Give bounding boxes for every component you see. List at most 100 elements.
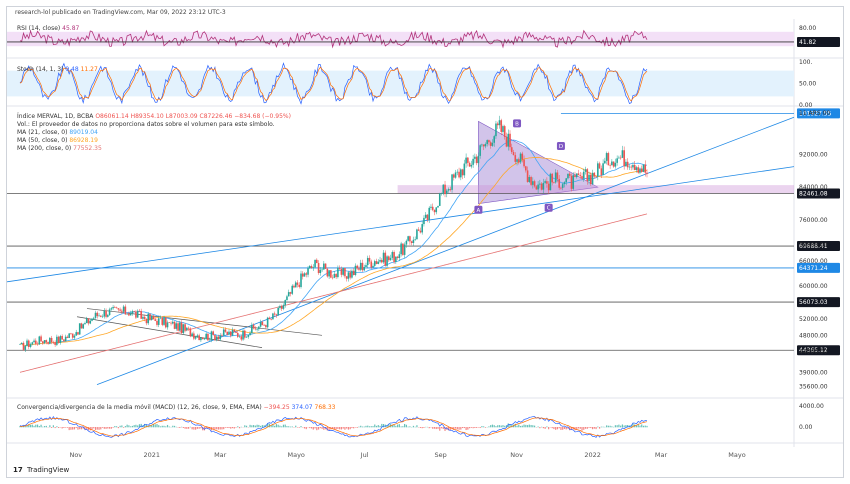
candle-body — [33, 340, 35, 343]
macd-histogram-bar — [272, 423, 274, 428]
macd-histogram-bar — [333, 427, 335, 430]
trading-chart[interactable]: RSI (14, close) 45.87 80.00 41.82 Stoch (14… — [7, 7, 844, 478]
macd-histogram-bar — [637, 424, 639, 428]
candle-body — [438, 193, 441, 206]
candle-body — [500, 120, 503, 132]
ma200-line — [19, 213, 648, 373]
candle-body — [198, 335, 200, 341]
candle-body — [303, 273, 306, 277]
macd-tick-0: 0.00 — [799, 424, 813, 431]
macd-histogram-bar — [395, 425, 397, 428]
macd-histogram-bar — [525, 424, 527, 428]
macd-histogram-bar — [518, 424, 520, 428]
macd-histogram-bar — [483, 426, 485, 428]
candle-body — [207, 333, 209, 341]
candle-body — [261, 321, 264, 325]
candle-body — [417, 229, 420, 231]
candle-body — [287, 292, 290, 297]
candle-body — [43, 340, 46, 344]
macd-histogram-bar — [363, 426, 365, 428]
candle-body — [282, 305, 285, 309]
macd-histogram-bar — [251, 425, 253, 428]
candle-body — [602, 163, 604, 176]
candle-body — [558, 178, 560, 188]
candle-body — [91, 318, 93, 321]
price-level-badge-5: 44365.12 — [799, 347, 828, 354]
macd-histogram-bar — [51, 427, 53, 428]
candle-body — [205, 333, 207, 339]
candle-body — [597, 163, 599, 177]
macd-histogram-bar — [402, 426, 404, 428]
macd-histogram-bar — [172, 425, 174, 428]
macd-histogram-bar — [289, 426, 292, 428]
main-y-tick-2: 76000.00 — [799, 217, 828, 224]
macd-histogram-bar — [28, 424, 30, 428]
candle-body — [77, 332, 79, 335]
macd-histogram-bar — [84, 427, 86, 431]
candle-body — [105, 310, 107, 317]
candle-body — [330, 270, 332, 278]
price-level-badge-4-bg — [797, 297, 840, 308]
macd-histogram-bar — [89, 427, 91, 431]
stoch-d-line — [19, 66, 648, 102]
candle-body — [94, 312, 97, 318]
macd-histogram-bar — [31, 424, 33, 428]
macd-histogram-bar — [646, 425, 648, 428]
candle-body — [579, 175, 582, 177]
candle-body — [477, 155, 480, 164]
candle-body — [577, 173, 580, 176]
rsi-badge-bg — [797, 36, 840, 47]
tradingview-logo[interactable]: 17 TradingView — [13, 466, 69, 474]
candle-body — [194, 336, 197, 339]
candle-body — [314, 259, 316, 268]
candle-body — [458, 171, 460, 178]
candle-body — [384, 252, 387, 266]
candle-body — [523, 159, 525, 167]
macd-histogram-bar — [569, 427, 571, 431]
macd-histogram-bar — [191, 427, 193, 430]
macd-histogram-bar — [435, 427, 437, 430]
macd-histogram-bar — [165, 426, 167, 428]
macd-histogram-bar — [263, 425, 265, 428]
macd-histogram-bar — [115, 426, 118, 428]
candle-body — [549, 173, 552, 191]
candle-body — [286, 296, 288, 301]
candle-body — [472, 158, 474, 165]
stoch-legend: Stoch (14, 1, 3) 9.48 11.27 — [17, 66, 98, 73]
main-y-tick-4: 66000.00 — [799, 258, 828, 265]
macd-histogram-bar — [65, 427, 67, 428]
macd-histogram-bar — [467, 427, 469, 430]
pattern-label-bg-0 — [474, 205, 483, 214]
macd-histogram-bar — [548, 427, 550, 430]
macd-histogram-bar — [91, 427, 93, 430]
price-level-badge-4: 56073.03 — [799, 299, 828, 306]
ma50-line — [19, 157, 648, 347]
candle-body — [222, 329, 225, 336]
macd-histogram-bar — [237, 426, 239, 428]
macd-histogram-bar — [337, 427, 339, 429]
candle-body — [42, 341, 44, 344]
macd-histogram-bar — [544, 427, 546, 429]
pattern-label-bg-3 — [556, 142, 565, 151]
candle-body — [598, 163, 601, 169]
macd-histogram-bar — [295, 425, 297, 428]
macd-histogram-bar — [332, 427, 334, 429]
candle-body — [519, 153, 522, 163]
candle-body — [308, 266, 311, 269]
macd-histogram-bar — [493, 425, 495, 428]
candle-body — [604, 160, 606, 164]
candle-body — [236, 332, 239, 337]
macd-histogram-bar — [195, 427, 197, 430]
macd-histogram-bar — [123, 427, 125, 428]
macd-histogram-bar — [180, 426, 183, 428]
candle-body — [547, 183, 550, 191]
macd-histogram-bar — [600, 426, 602, 428]
candle-body — [38, 336, 41, 345]
macd-histogram-bar — [416, 425, 418, 428]
macd-histogram-bar — [632, 423, 634, 428]
macd-histogram-bar — [179, 427, 181, 428]
x-tick-5: Sep — [434, 451, 446, 459]
candle-body — [373, 261, 376, 266]
macd-histogram-bar — [598, 427, 601, 429]
candle-body — [331, 277, 334, 279]
